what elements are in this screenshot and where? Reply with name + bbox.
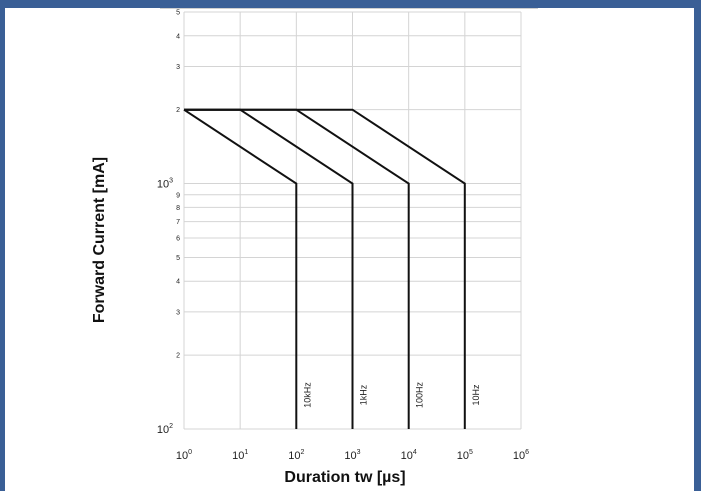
y-axis-title: Forward Current [mA] xyxy=(91,157,108,323)
series-label-10hz: 10Hz xyxy=(471,384,481,406)
y-tick-label: 102 xyxy=(157,423,173,436)
series-lines xyxy=(183,108,466,429)
y-tick-label: 5 xyxy=(176,255,180,262)
y-tick-label: 3 xyxy=(176,309,180,316)
right-accent-bar xyxy=(694,0,701,491)
x-tick-label: 104 xyxy=(401,449,417,462)
series-labels: 10kHz 1kHz 100Hz 10Hz xyxy=(302,381,481,408)
y-tick-label: 8 xyxy=(176,205,180,212)
y-tick-label: 103 xyxy=(157,178,173,191)
x-tick-label: 106 xyxy=(513,449,529,462)
y-tick-label: 3 xyxy=(176,64,180,71)
top-separator xyxy=(160,8,538,9)
series-label-10khz: 10kHz xyxy=(302,382,312,408)
y-tick-label: 9 xyxy=(176,192,180,199)
y-tick-label: 2 xyxy=(176,353,180,360)
y-tick-label: 2 xyxy=(176,107,180,114)
x-tick-label: 102 xyxy=(288,449,304,462)
x-tick-labels: 100 101 102 103 104 105 106 xyxy=(176,449,529,462)
x-tick-label: 101 xyxy=(232,449,248,462)
series-label-1khz: 1kHz xyxy=(359,384,369,405)
top-accent-bar xyxy=(0,0,701,8)
y-tick-label: 6 xyxy=(176,236,180,243)
y-tick-label: 4 xyxy=(176,279,180,286)
y-tick-label: 5 xyxy=(176,10,180,17)
y-tick-label: 4 xyxy=(176,33,180,40)
series-label-100hz: 100Hz xyxy=(415,381,425,408)
series-line-1khz xyxy=(184,108,354,429)
left-accent-bar xyxy=(0,0,5,491)
x-tick-label: 103 xyxy=(344,449,360,462)
x-tick-label: 100 xyxy=(176,449,192,462)
series-line-10khz xyxy=(183,108,298,429)
x-axis-title: Duration tw [µs] xyxy=(284,469,405,486)
x-tick-label: 105 xyxy=(457,449,473,462)
series-line-10hz xyxy=(184,108,466,429)
y-tick-label: 7 xyxy=(176,219,180,226)
